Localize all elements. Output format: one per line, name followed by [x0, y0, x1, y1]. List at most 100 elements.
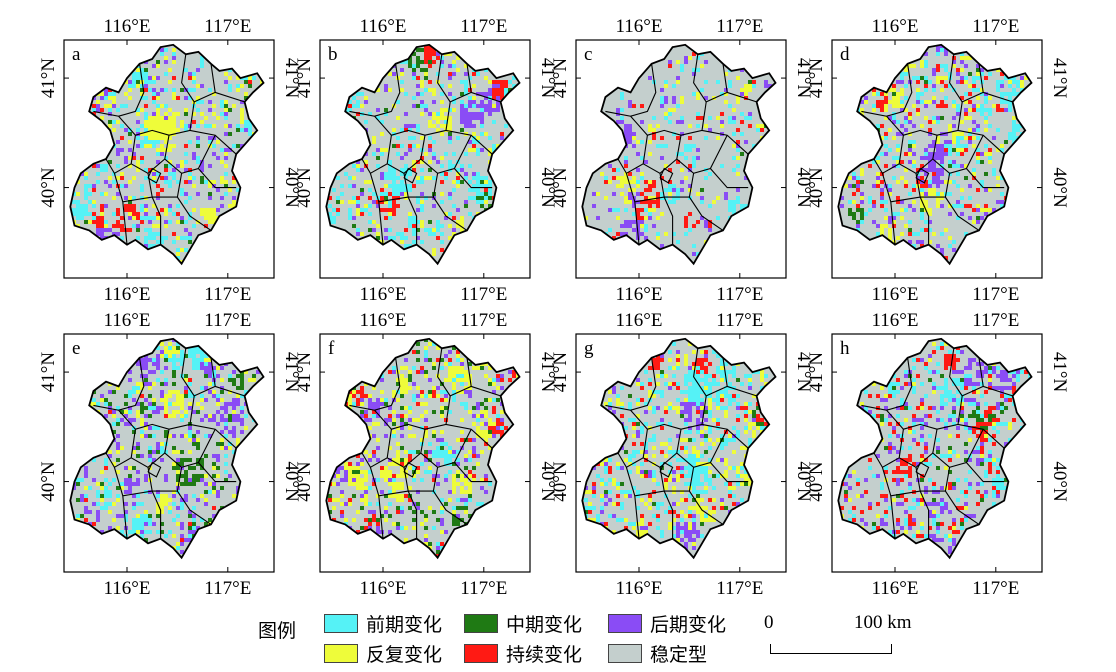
x-tick-label-bottom: 117°E: [204, 578, 251, 599]
y-tick-label-right: 40°N: [281, 461, 302, 502]
y-tick-label-left: 41°N: [550, 352, 571, 393]
y-tick-label-left: 41°N: [294, 58, 315, 99]
panel-letter: c: [584, 44, 592, 65]
district-boundary: [193, 91, 216, 103]
legend-label-mid: 中期变化: [506, 614, 583, 636]
city-boundary: [325, 337, 521, 560]
district-boundary: [378, 490, 409, 497]
district-boundary: [403, 461, 418, 478]
district-boundary: [407, 196, 418, 245]
district-boundary: [361, 429, 392, 469]
legend-swatch-late: [608, 614, 642, 633]
scale-bar-end-label: 100 km: [854, 612, 912, 633]
district-boundary: [663, 196, 674, 245]
district-boundary: [659, 167, 674, 184]
y-tick-label-right: 41°N: [537, 352, 558, 393]
y-tick-label-right: 40°N: [537, 461, 558, 502]
scale-bar-line: [770, 644, 892, 654]
land-change-raster: [328, 338, 520, 558]
district-boundary: [961, 385, 984, 397]
x-tick-label-top: 117°E: [972, 310, 1019, 331]
district-boundary: [122, 490, 153, 497]
legend: 图例 前期变化 反复变化 中期变化 持续变化 后期变化 稳定型: [258, 610, 818, 668]
district-boundary: [617, 429, 648, 469]
y-tick-label-left: 40°N: [294, 167, 315, 208]
district-boundary: [961, 91, 984, 103]
district-boundary: [197, 168, 237, 189]
x-tick-label-top: 116°E: [616, 16, 663, 37]
y-tick-label-left: 40°N: [38, 167, 59, 208]
panel-letter: g: [584, 338, 594, 359]
y-tick-label-left: 41°N: [38, 58, 59, 99]
y-tick-label-left: 40°N: [550, 461, 571, 502]
map-panel-d: d 116°E 116°E 117°E 117°E 41°N 41°N 40°N 40°N: [806, 16, 1070, 305]
city-boundary: [325, 43, 521, 266]
x-tick-label-top: 117°E: [204, 16, 251, 37]
district-boundary: [705, 91, 728, 103]
x-tick-label-top: 116°E: [360, 310, 407, 331]
map-frame: [831, 333, 1043, 573]
panel-letter: e: [72, 338, 80, 359]
y-tick-label-right: 41°N: [1049, 58, 1070, 99]
district-boundary: [449, 385, 472, 397]
city-boundary: [581, 43, 777, 266]
scale-bar: 0 100 km: [762, 612, 932, 662]
district-boundary: [890, 196, 921, 203]
y-tick-label-right: 41°N: [537, 58, 558, 99]
y-tick-label-right: 41°N: [793, 352, 814, 393]
y-tick-label-right: 41°N: [1049, 352, 1070, 393]
district-boundary: [432, 173, 468, 231]
map-panel-f: f 116°E 116°E 117°E 117°E 41°N 41°N 40°N 40°N: [294, 310, 558, 599]
y-tick-label-left: 40°N: [550, 167, 571, 208]
district-boundary: [886, 63, 913, 117]
x-tick-label-top: 116°E: [360, 16, 407, 37]
panel-letter: h: [840, 338, 850, 359]
y-tick-label-right: 40°N: [281, 167, 302, 208]
y-tick-label-right: 40°N: [1049, 167, 1070, 208]
district-boundary: [193, 385, 216, 397]
x-tick-label-top: 117°E: [716, 310, 763, 331]
map-frame: [319, 333, 531, 573]
district-boundary: [709, 168, 749, 189]
map-panel-c: c 116°E 116°E 117°E 117°E 41°N 41°N 40°N 40°N: [550, 16, 814, 305]
district-boundary: [705, 385, 728, 397]
x-tick-label-bottom: 116°E: [872, 284, 919, 305]
x-tick-label-top: 117°E: [460, 310, 507, 331]
city-boundary: [581, 337, 777, 560]
map-panel-h: h 116°E 116°E 117°E 117°E 41°N 41°N 40°N 40°N: [806, 310, 1070, 599]
legend-swatch-stable: [608, 644, 642, 663]
district-boundary: [634, 490, 665, 497]
district-boundary: [944, 467, 980, 525]
panel-letter: a: [72, 44, 81, 65]
district-boundary: [105, 135, 136, 175]
y-tick-label-right: 41°N: [281, 352, 302, 393]
legend-swatch-early: [324, 614, 358, 633]
y-tick-label-right: 40°N: [793, 167, 814, 208]
map-frame: [831, 39, 1043, 279]
map-frame: [575, 333, 787, 573]
district-boundary: [407, 490, 418, 539]
x-tick-label-top: 116°E: [872, 310, 919, 331]
legend-item-late: 后期变化: [608, 610, 726, 637]
x-tick-label-bottom: 117°E: [972, 284, 1019, 305]
district-boundary: [151, 490, 162, 539]
x-tick-label-bottom: 116°E: [104, 284, 151, 305]
district-boundary: [122, 196, 153, 203]
y-tick-label-right: 41°N: [281, 58, 302, 99]
x-tick-label-bottom: 116°E: [360, 578, 407, 599]
district-boundary: [374, 63, 401, 117]
district-boundary: [873, 135, 904, 175]
district-boundary: [378, 196, 409, 203]
x-tick-label-top: 116°E: [104, 16, 151, 37]
y-tick-label-left: 41°N: [294, 352, 315, 393]
city-boundary: [837, 43, 1033, 266]
legend-label-repeated: 反复变化: [366, 644, 443, 666]
map-frame: [575, 39, 787, 279]
y-tick-label-right: 40°N: [1049, 461, 1070, 502]
y-tick-label-right: 40°N: [537, 167, 558, 208]
x-tick-label-top: 117°E: [716, 16, 763, 37]
district-boundary: [105, 429, 136, 469]
district-boundary: [915, 167, 930, 184]
district-boundary: [630, 357, 657, 411]
